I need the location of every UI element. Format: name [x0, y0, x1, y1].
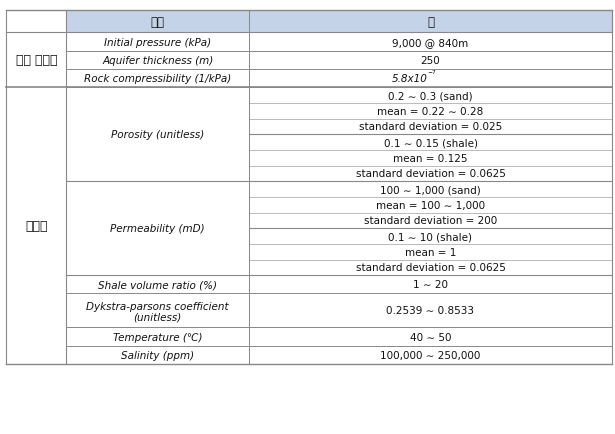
- Text: 고정 물성값: 고정 물성값: [15, 54, 57, 67]
- Text: Shale volume ratio (%): Shale volume ratio (%): [98, 280, 217, 289]
- Text: 100,000 ∼ 250,000: 100,000 ∼ 250,000: [380, 350, 481, 360]
- Text: 0.1 ∼ 0.15 (shale): 0.1 ∼ 0.15 (shale): [384, 138, 477, 148]
- Text: standard deviation = 0.0625: standard deviation = 0.0625: [355, 263, 506, 273]
- Text: Initial pressure (kPa): Initial pressure (kPa): [104, 38, 212, 47]
- Text: standard deviation = 0.025: standard deviation = 0.025: [359, 122, 502, 132]
- Text: Aquifer thickness (m): Aquifer thickness (m): [102, 56, 213, 66]
- Text: Rock compressibility (1/kPa): Rock compressibility (1/kPa): [84, 74, 231, 84]
- Bar: [66, 11, 612, 33]
- Text: 250: 250: [421, 56, 440, 66]
- Text: mean = 0.125: mean = 0.125: [393, 154, 468, 163]
- Text: 0.2 ∼ 0.3 (sand): 0.2 ∼ 0.3 (sand): [388, 91, 473, 101]
- Text: 값: 값: [427, 16, 434, 29]
- Text: mean = 1: mean = 1: [405, 247, 456, 257]
- Text: mean = 0.22 ∼ 0.28: mean = 0.22 ∼ 0.28: [378, 107, 483, 116]
- Text: standard deviation = 0.0625: standard deviation = 0.0625: [355, 169, 506, 179]
- Text: 변수값: 변수값: [25, 220, 47, 233]
- Text: 5.8x10: 5.8x10: [392, 74, 427, 84]
- Text: Temperature (℃): Temperature (℃): [113, 332, 202, 342]
- Text: 40 ∼ 50: 40 ∼ 50: [410, 332, 451, 342]
- Text: Dykstra-parsons coefficient: Dykstra-parsons coefficient: [87, 302, 229, 312]
- Text: Permeability (mD): Permeability (mD): [111, 224, 205, 233]
- Text: $^{-7}$: $^{-7}$: [427, 69, 438, 78]
- Text: Salinity (ppm): Salinity (ppm): [121, 350, 194, 360]
- Text: mean = 100 ∼ 1,000: mean = 100 ∼ 1,000: [376, 201, 485, 210]
- Text: (unitless): (unitless): [133, 312, 182, 322]
- Text: 1 ∼ 20: 1 ∼ 20: [413, 280, 448, 289]
- Text: 100 ∼ 1,000 (sand): 100 ∼ 1,000 (sand): [380, 185, 481, 194]
- Text: 물성: 물성: [151, 16, 165, 29]
- Text: 9,000 @ 840m: 9,000 @ 840m: [392, 38, 469, 47]
- Text: 0.2539 ∼ 0.8533: 0.2539 ∼ 0.8533: [386, 306, 475, 316]
- Text: 0.1 ∼ 10 (shale): 0.1 ∼ 10 (shale): [389, 232, 472, 241]
- Text: Porosity (unitless): Porosity (unitless): [111, 130, 204, 140]
- Text: standard deviation = 200: standard deviation = 200: [364, 216, 497, 226]
